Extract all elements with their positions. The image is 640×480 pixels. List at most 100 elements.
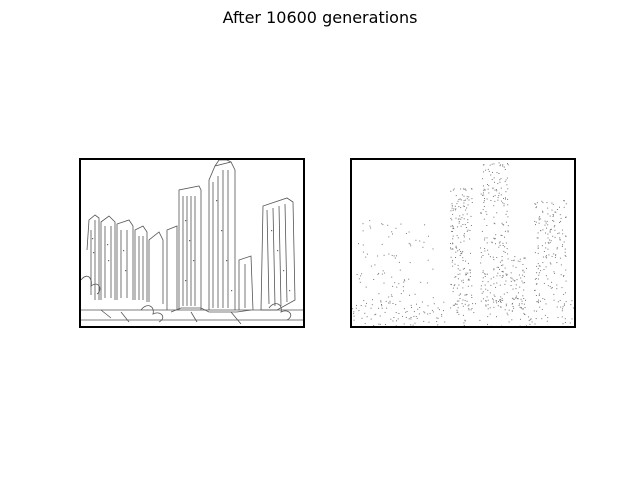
stipple-dot: [512, 288, 514, 290]
stipple-dot: [501, 256, 503, 257]
stipple-dot: [515, 266, 517, 268]
stipple-dot: [488, 253, 490, 255]
stipple-dot: [454, 304, 455, 306]
stipple-dot: [457, 250, 459, 252]
stipple-dot: [518, 274, 520, 276]
stipple-dot: [504, 198, 506, 200]
stipple-dot: [458, 300, 460, 302]
stipple-dot: [450, 256, 452, 258]
stipple-dot: [486, 273, 488, 275]
stipple-dot: [535, 221, 537, 223]
stipple-dot: [492, 299, 494, 301]
stipple-dot: [551, 255, 553, 257]
stipple-dot: [412, 324, 414, 326]
stipple-dot: [370, 227, 372, 229]
stipple-dot: [491, 242, 493, 244]
stipple-dot: [536, 206, 538, 208]
stipple-dot: [493, 259, 495, 261]
stipple-dot: [385, 300, 387, 302]
stipple-dot: [494, 295, 496, 297]
stipple-dot: [484, 239, 485, 241]
stipple-dot: [536, 202, 538, 204]
stipple-dot: [383, 282, 385, 284]
stipple-dot: [394, 257, 396, 259]
stipple-dot: [465, 209, 467, 211]
stipple-dot: [490, 200, 492, 201]
stipple-dot: [507, 198, 509, 200]
stipple-dot: [454, 263, 456, 265]
stipple-dot: [417, 308, 419, 310]
stipple-dot: [534, 289, 536, 291]
stipple-dot: [432, 248, 434, 250]
stipple-dot: [537, 245, 539, 247]
stipple-dot: [468, 304, 470, 306]
stipple-dot: [498, 192, 500, 194]
stipple-dot: [503, 205, 505, 207]
stipple-dot: [513, 298, 515, 300]
stipple-dot: [556, 262, 558, 264]
stipple-dot: [499, 299, 501, 301]
stipple-dot: [493, 283, 495, 285]
stipple-dot: [463, 200, 465, 202]
stipple-dot: [481, 292, 483, 294]
stipple-dot: [480, 252, 482, 254]
stipple-dot: [500, 164, 501, 166]
stipple-dot: [498, 301, 499, 302]
stipple-dot: [562, 306, 564, 308]
stipple-dot: [483, 194, 485, 196]
stipple-dot: [422, 246, 424, 248]
stipple-dot: [463, 234, 465, 236]
stipple-dot: [548, 254, 550, 256]
stipple-dot: [499, 244, 501, 246]
stipple-dot: [504, 169, 506, 170]
stipple-dot: [514, 280, 516, 282]
stipple-dot: [555, 254, 557, 256]
stipple-dot: [498, 242, 500, 244]
stipple-dot: [543, 251, 545, 252]
stipple-dot: [451, 230, 453, 232]
stipple-dot: [485, 273, 487, 275]
stipple-dot: [450, 283, 452, 285]
stipple-dot: [492, 188, 494, 190]
stipple-dot: [481, 256, 482, 258]
stipple-dot: [502, 165, 504, 167]
stipple-dot: [565, 301, 567, 303]
stipple-dot: [536, 310, 538, 312]
stipple-dot: [432, 268, 434, 270]
stipple-dot: [493, 205, 495, 207]
stipple-dot: [489, 313, 491, 315]
stipple-dot: [505, 273, 507, 275]
stipple-dot: [497, 183, 499, 185]
stipple-dot: [404, 280, 406, 282]
stipple-dot: [450, 307, 452, 309]
stipple-dot: [484, 189, 486, 191]
stipple-dot: [498, 266, 499, 268]
stipple-dot: [500, 301, 501, 302]
stipple-dot: [503, 250, 505, 252]
stipple-dot: [570, 304, 572, 306]
stipple-dot: [549, 241, 551, 243]
stipple-dot: [545, 275, 547, 277]
stipple-dot: [409, 262, 411, 264]
stipple-dot: [551, 202, 553, 204]
stipple-dot: [460, 251, 462, 252]
stipple-dot: [505, 179, 507, 181]
stipple-dot: [537, 247, 539, 249]
stipple-dot: [462, 260, 464, 261]
stipple-dot: [405, 316, 407, 318]
stipple-dot: [503, 198, 504, 199]
stipple-dot: [542, 210, 544, 212]
stipple-dot: [524, 282, 525, 284]
stipple-dot: [452, 209, 454, 211]
stipple-dot: [402, 286, 404, 288]
stipple-dot: [504, 181, 506, 183]
stipple-dot: [558, 232, 560, 234]
stipple-dot: [362, 244, 364, 246]
stipple-dot: [545, 266, 547, 268]
stipple-dot: [450, 248, 452, 250]
stipple-dot: [482, 178, 484, 180]
stipple-dot: [366, 253, 368, 255]
stipple-dot: [537, 263, 539, 265]
stipple-dot: [458, 218, 460, 220]
stipple-dot: [501, 265, 503, 266]
